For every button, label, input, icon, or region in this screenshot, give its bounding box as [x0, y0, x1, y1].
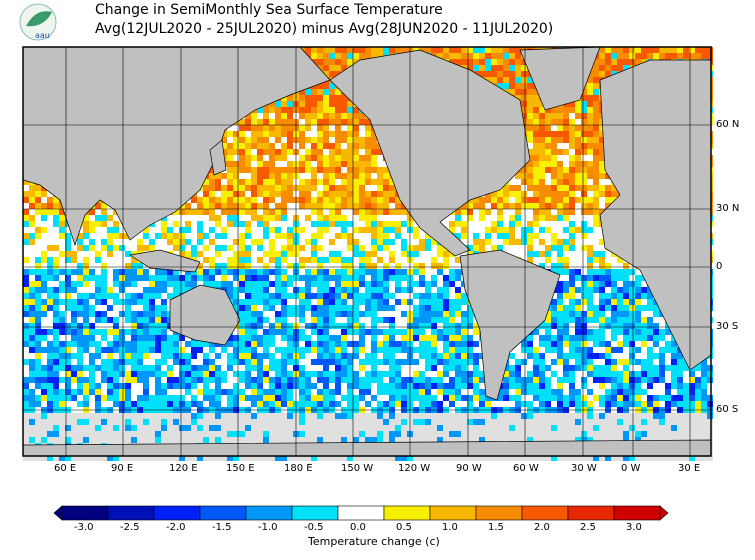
- longitude-label: 150 E: [226, 463, 255, 474]
- latitude-label: 30 N: [716, 203, 740, 214]
- longitude-label: 0 W: [621, 463, 641, 474]
- longitude-label: 120 E: [169, 463, 198, 474]
- colorbar-tick-label: -2.0: [166, 522, 186, 533]
- colorbar-tick-label: 0.5: [396, 522, 412, 533]
- colorbar-swatch: [61, 505, 109, 521]
- longitude-label: 30 W: [571, 463, 597, 474]
- colorbar-swatch: [613, 505, 661, 521]
- colorbar-swatch: [383, 505, 431, 521]
- landmass-australia: [169, 284, 241, 346]
- colorbar-tick-label: -2.5: [120, 522, 140, 533]
- latitude-label: 0: [716, 261, 723, 272]
- colorbar-tick-label: -1.5: [212, 522, 232, 533]
- colorbar-tick-label: 2.0: [534, 522, 550, 533]
- colorbar: [53, 505, 669, 521]
- longitude-label: 90 E: [111, 463, 134, 474]
- colorbar-swatch: [429, 505, 477, 521]
- map-title: Change in SemiMonthly Sea Surface Temper…: [95, 2, 443, 18]
- landmass-north-america: [329, 49, 531, 257]
- colorbar-tick-label: 3.0: [626, 522, 642, 533]
- colorbar-tick-label: 1.0: [442, 522, 458, 533]
- longitude-label: 150 W: [341, 463, 374, 474]
- landmass-europe-africa: [599, 59, 712, 371]
- colorbar-tick-label: 0.0: [350, 522, 366, 533]
- landmass-south-america: [459, 249, 561, 401]
- colorbar-tick-label: -0.5: [304, 522, 324, 533]
- colorbar-max-arrow: [659, 505, 669, 521]
- longitude-label: 180 E: [284, 463, 313, 474]
- colorbar-swatch: [199, 505, 247, 521]
- latitude-label: 60 N: [716, 119, 740, 130]
- colorbar-swatch: [245, 505, 293, 521]
- latitude-label: 30 S: [716, 321, 739, 332]
- svg-text:aau: aau: [35, 31, 50, 40]
- map-subtitle: Avg(12JUL2020 - 25JUL2020) minus Avg(28J…: [95, 21, 554, 37]
- longitude-label: 60 W: [513, 463, 539, 474]
- colorbar-tick-label: 2.5: [580, 522, 596, 533]
- colorbar-swatch: [107, 505, 155, 521]
- colorbar-swatch: [521, 505, 569, 521]
- colorbar-swatch: [153, 505, 201, 521]
- colorbar-tick-label: -3.0: [74, 522, 94, 533]
- map-frame: [22, 46, 712, 457]
- landmass-japan: [209, 139, 227, 176]
- colorbar-min-arrow: [53, 505, 63, 521]
- aau-logo: aau: [19, 3, 57, 41]
- colorbar-swatch: [475, 505, 523, 521]
- colorbar-swatch: [337, 505, 385, 521]
- landmass-greenland: [519, 46, 601, 111]
- longitude-label: 30 E: [678, 463, 701, 474]
- landmass-asia: [22, 46, 331, 247]
- latitude-label: 60 S: [716, 404, 739, 415]
- colorbar-swatch: [291, 505, 339, 521]
- legend-title: Temperature change (c): [308, 535, 440, 548]
- colorbar-tick-label: 1.5: [488, 522, 504, 533]
- colorbar-tick-label: -1.0: [258, 522, 278, 533]
- longitude-label: 90 W: [456, 463, 482, 474]
- longitude-label: 60 E: [54, 463, 77, 474]
- colorbar-swatch: [567, 505, 615, 521]
- longitude-label: 120 W: [398, 463, 431, 474]
